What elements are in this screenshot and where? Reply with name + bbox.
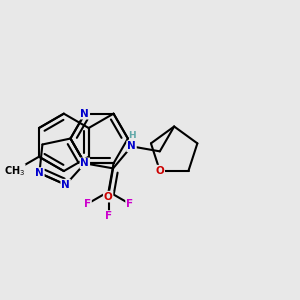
Text: O: O [104, 192, 112, 202]
Text: N: N [80, 158, 89, 168]
Text: N: N [61, 180, 70, 190]
Text: CH$_3$: CH$_3$ [4, 164, 25, 178]
Text: N: N [35, 168, 44, 178]
Text: N: N [127, 141, 136, 152]
Text: F: F [105, 211, 112, 221]
Text: N: N [80, 109, 89, 119]
Text: H: H [128, 131, 135, 140]
Text: F: F [84, 199, 91, 209]
Text: F: F [126, 199, 133, 209]
Text: O: O [155, 166, 164, 176]
